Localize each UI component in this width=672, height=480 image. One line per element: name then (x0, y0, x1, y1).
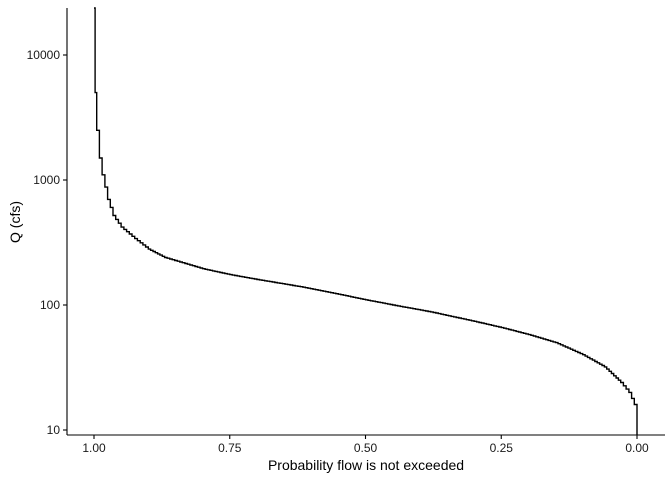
y-tick-label: 10000 (27, 48, 61, 62)
x-axis-ticks: 1.00 0.75 0.50 0.25 0.00 (82, 435, 649, 455)
y-axis: 10 100 1000 10000 (27, 8, 68, 437)
y-axis-title: Q (cfs) (7, 201, 23, 243)
x-axis-title: Probability flow is not exceeded (268, 457, 464, 473)
flow-duration-curve (94, 7, 638, 435)
y-axis-ticks: 10 100 1000 10000 (27, 48, 67, 437)
plot-area (94, 7, 638, 435)
x-tick-label: 0.00 (625, 441, 649, 455)
x-axis: 1.00 0.75 0.50 0.25 0.00 (67, 434, 665, 455)
x-tick-label: 0.50 (354, 441, 378, 455)
y-tick-label: 10 (47, 423, 61, 437)
x-tick-label: 0.25 (490, 441, 514, 455)
y-tick-label: 1000 (33, 173, 60, 187)
x-tick-label: 1.00 (82, 441, 106, 455)
y-tick-label: 100 (40, 298, 60, 312)
x-tick-label: 0.75 (218, 441, 242, 455)
